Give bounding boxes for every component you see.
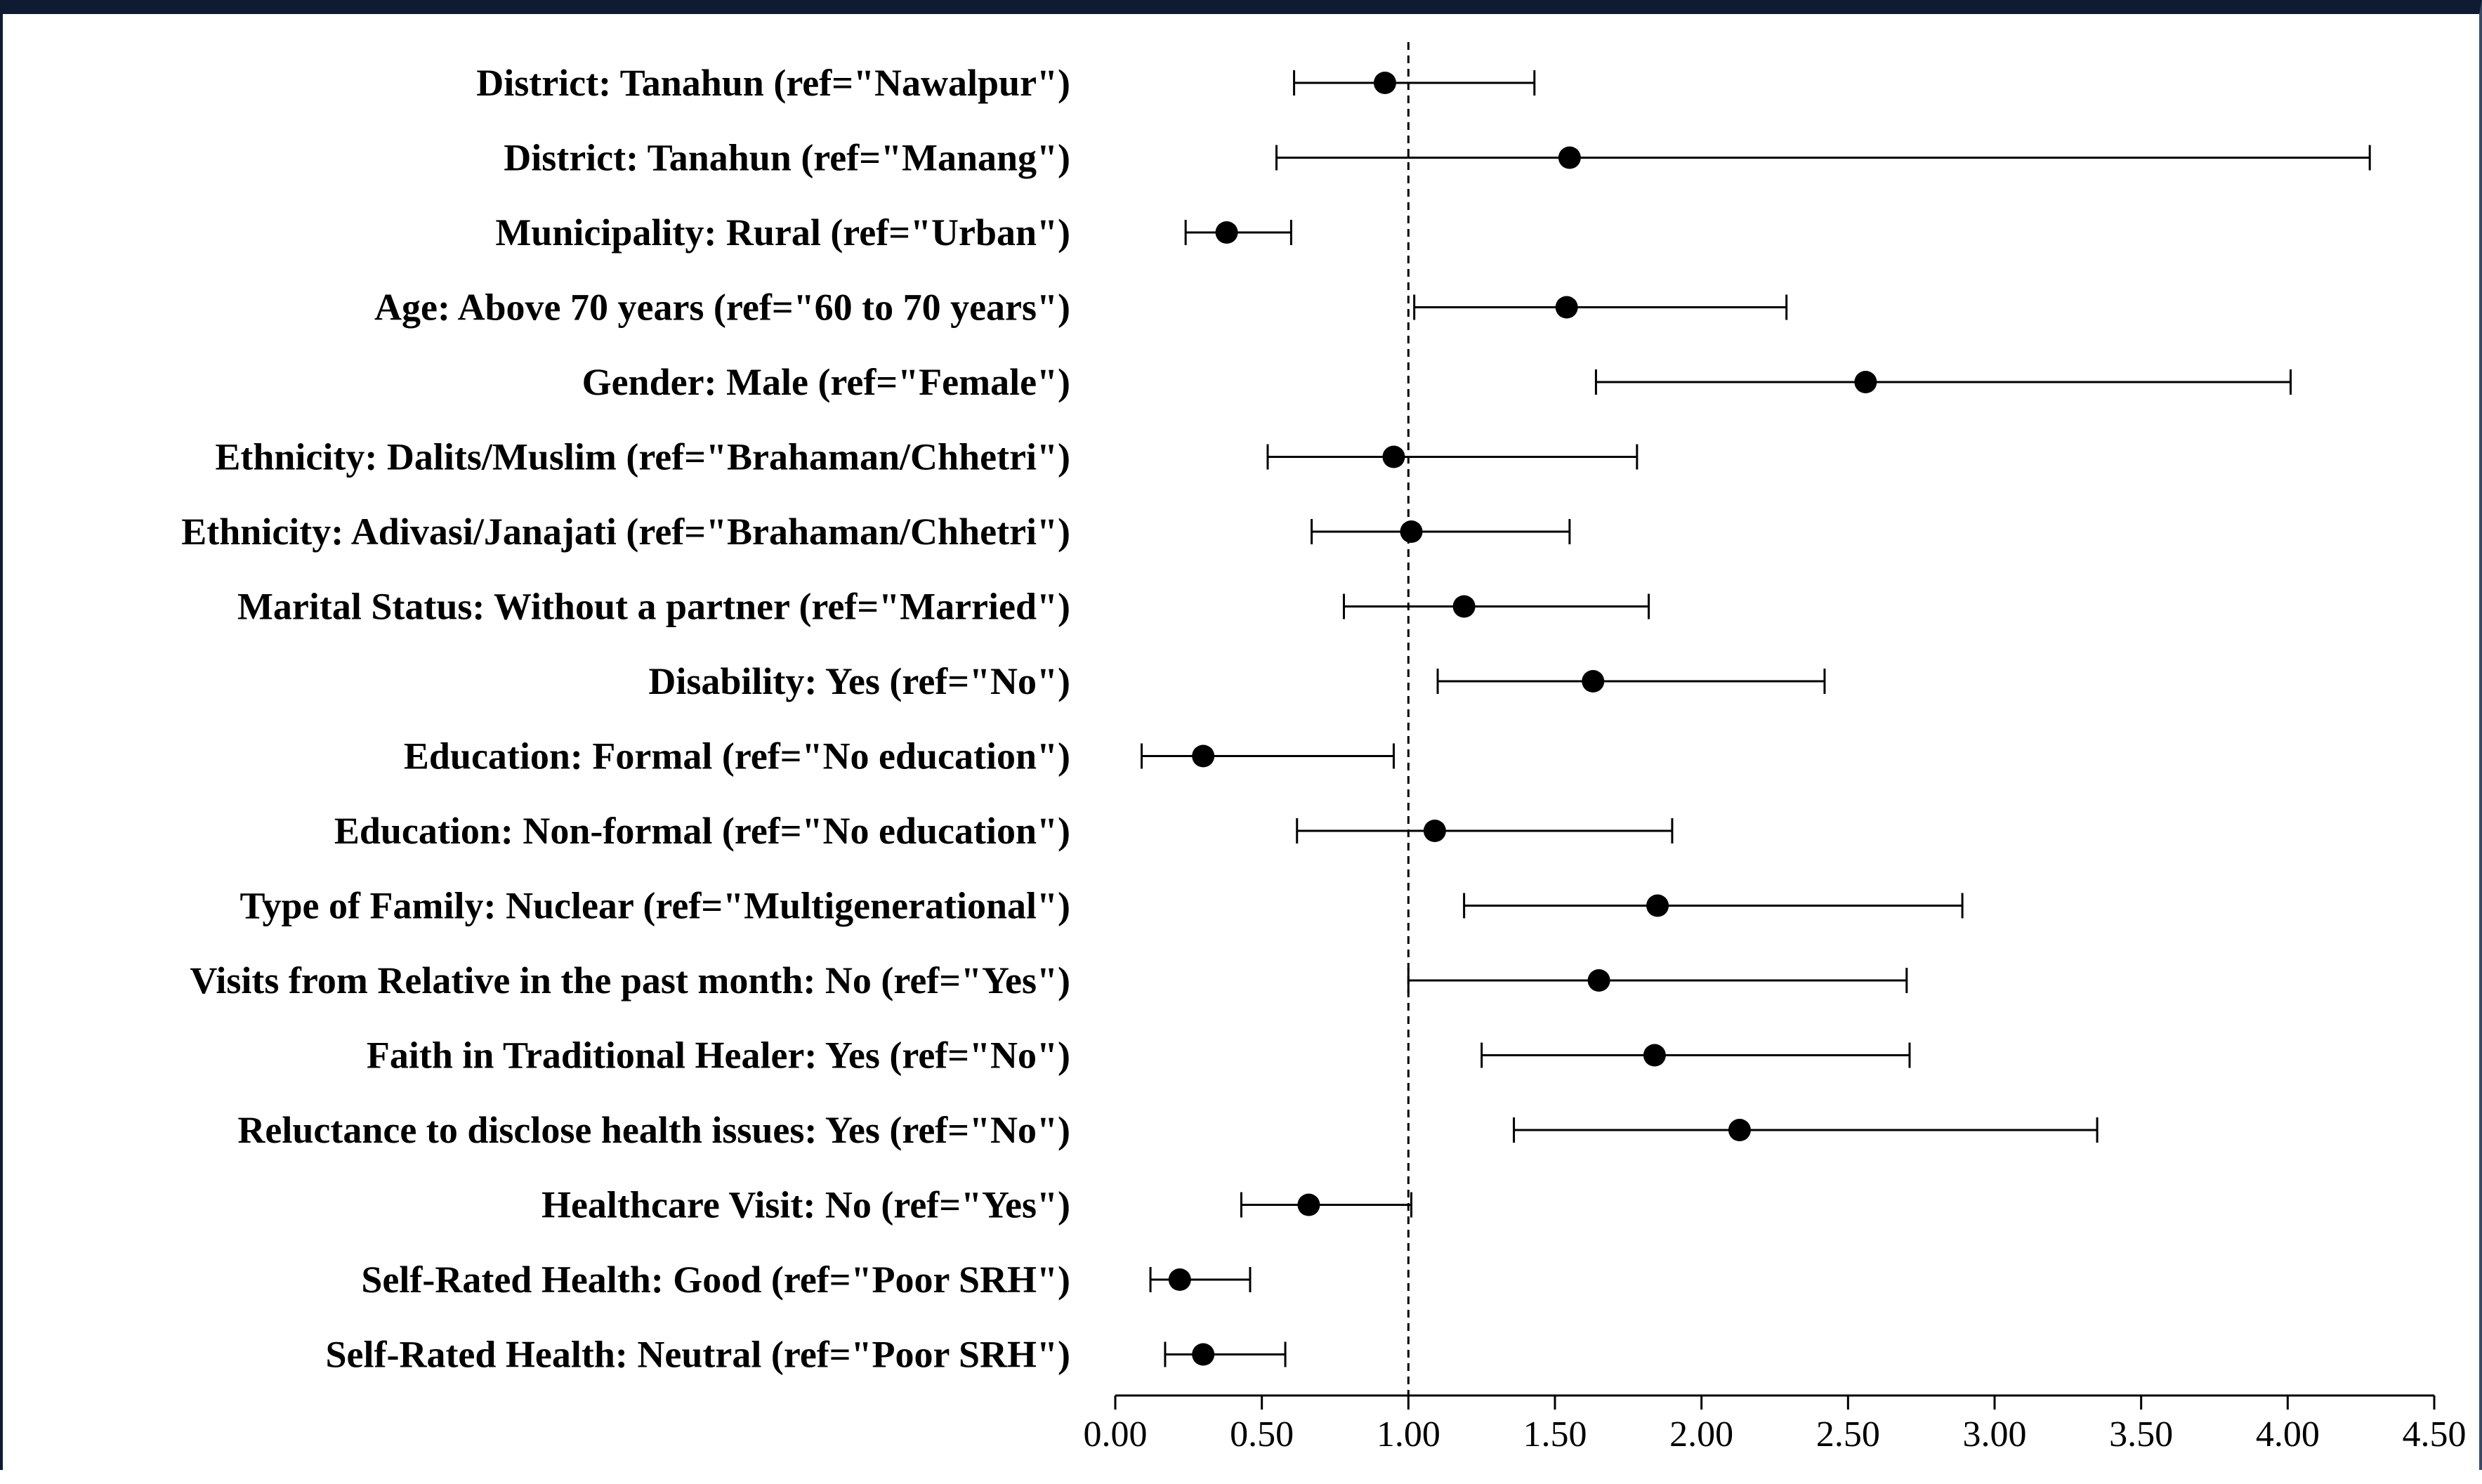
x-tick-label: 0.50 <box>1230 1414 1294 1455</box>
row-label: Reluctance to disclose health issues: Ye… <box>237 1109 1070 1151</box>
row-label: Education: Non-formal (ref="No education… <box>334 810 1070 852</box>
x-tick-label: 1.00 <box>1377 1414 1440 1455</box>
forest-row: Ethnicity: Dalits/Muslim (ref="Brahaman/… <box>215 436 1639 478</box>
estimate-point <box>1192 744 1215 768</box>
forest-row: Age: Above 70 years (ref="60 to 70 years… <box>374 287 1788 329</box>
forest-row: Faith in Traditional Healer: Yes (ref="N… <box>367 1035 1911 1077</box>
forest-row: Marital Status: Without a partner (ref="… <box>237 586 1650 628</box>
estimate-point <box>1423 820 1446 842</box>
estimate-point <box>1192 1343 1215 1366</box>
forest-row: Municipality: Rural (ref="Urban") <box>495 211 1292 254</box>
row-label: Self-Rated Health: Good (ref="Poor SRH") <box>361 1259 1070 1301</box>
forest-plot: District: Tanahun (ref="Nawalpur") Distri… <box>181 42 2467 1455</box>
row-label: Faith in Traditional Healer: Yes (ref="N… <box>367 1035 1070 1077</box>
x-tick-label: 1.50 <box>1523 1414 1587 1455</box>
estimate-point <box>1382 445 1405 468</box>
forest-row: Type of Family: Nuclear (ref="Multigener… <box>240 885 1964 927</box>
row-label: Type of Family: Nuclear (ref="Multigener… <box>240 885 1071 927</box>
row-label: Disability: Yes (ref="No") <box>648 660 1070 702</box>
estimate-point <box>1854 371 1877 393</box>
forest-row: Self-Rated Health: Good (ref="Poor SRH") <box>361 1259 1252 1301</box>
row-label: Municipality: Rural (ref="Urban") <box>495 211 1070 254</box>
estimate-point <box>1215 221 1238 244</box>
row-label: Healthcare Visit: No (ref="Yes") <box>541 1184 1070 1226</box>
estimate-point <box>1558 146 1581 169</box>
forest-row: Ethnicity: Adivasi/Janajati (ref="Braham… <box>181 511 1571 553</box>
forest-row: Disability: Yes (ref="No") <box>648 660 1826 702</box>
row-label: Education: Formal (ref="No education") <box>404 735 1070 777</box>
rows-layer: District: Tanahun (ref="Nawalpur") Distri… <box>181 62 2371 1376</box>
x-tick-label: 4.50 <box>2403 1414 2467 1455</box>
estimate-point <box>1297 1193 1320 1216</box>
x-tick-label: 3.00 <box>1963 1414 2027 1455</box>
forest-row: District: Tanahun (ref="Manang") <box>504 137 2371 179</box>
forest-row: Education: Non-formal (ref="No education… <box>334 810 1674 852</box>
row-label: Ethnicity: Adivasi/Janajati (ref="Braham… <box>181 511 1070 553</box>
forest-row: Visits from Relative in the past month: … <box>190 959 1908 1002</box>
estimate-point <box>1555 296 1578 319</box>
forest-row: Self-Rated Health: Neutral (ref="Poor SR… <box>325 1334 1287 1376</box>
estimate-point <box>1728 1119 1751 1141</box>
x-tick-label: 0.00 <box>1084 1414 1148 1455</box>
row-label: Marital Status: Without a partner (ref="… <box>237 586 1070 628</box>
estimate-point <box>1400 520 1423 543</box>
forest-row: Education: Formal (ref="No education") <box>404 735 1395 777</box>
row-label: Visits from Relative in the past month: … <box>190 959 1070 1002</box>
estimate-point <box>1452 595 1476 618</box>
row-label: District: Tanahun (ref="Manang") <box>504 137 1070 179</box>
x-tick-label: 2.50 <box>1816 1414 1880 1455</box>
x-tick-label: 4.00 <box>2256 1414 2320 1455</box>
row-label: District: Tanahun (ref="Nawalpur") <box>476 62 1070 104</box>
forest-row: Healthcare Visit: No (ref="Yes") <box>541 1184 1413 1226</box>
estimate-point <box>1373 72 1396 94</box>
x-tick-label: 3.50 <box>2109 1414 2173 1455</box>
estimate-point <box>1587 969 1610 992</box>
x-axis: 0.00 0.50 1.00 1.50 2.00 2.50 3.00 3.50 4.00 4.50 <box>1084 1394 2467 1455</box>
forest-row: District: Tanahun (ref="Nawalpur") <box>476 62 1536 104</box>
x-tick-label: 2.00 <box>1669 1414 1733 1455</box>
forest-row: Reluctance to disclose health issues: Ye… <box>237 1109 2099 1151</box>
estimate-point <box>1168 1268 1191 1291</box>
estimate-point <box>1643 1044 1666 1067</box>
row-label: Age: Above 70 years (ref="60 to 70 years… <box>374 287 1070 329</box>
estimate-point <box>1582 670 1605 692</box>
estimate-point <box>1646 894 1669 917</box>
row-label: Self-Rated Health: Neutral (ref="Poor SR… <box>325 1334 1070 1376</box>
row-label: Gender: Male (ref="Female") <box>582 361 1070 403</box>
row-label: Ethnicity: Dalits/Muslim (ref="Brahaman/… <box>215 436 1070 478</box>
forest-row: Gender: Male (ref="Female") <box>582 361 2292 403</box>
